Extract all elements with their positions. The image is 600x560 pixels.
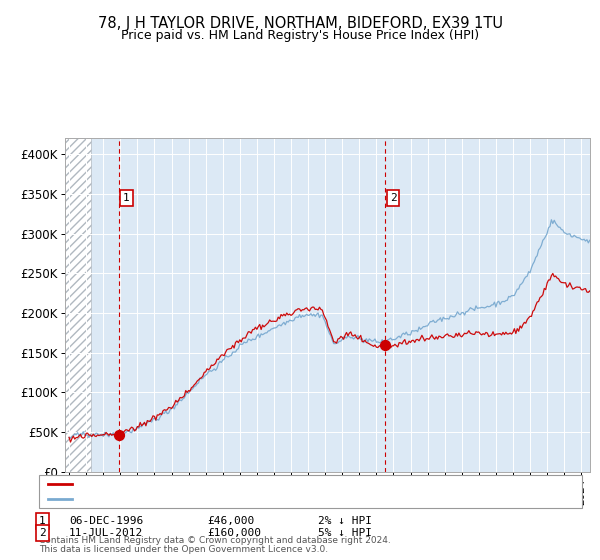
- Text: HPI: Average price, semi-detached house, Torridge: HPI: Average price, semi-detached house,…: [78, 494, 354, 504]
- Text: 2: 2: [39, 528, 46, 538]
- Text: 1: 1: [123, 193, 130, 203]
- Text: 78, J H TAYLOR DRIVE, NORTHAM, BIDEFORD, EX39 1TU (semi-detached house): 78, J H TAYLOR DRIVE, NORTHAM, BIDEFORD,…: [78, 479, 511, 489]
- Point: [114, 431, 124, 440]
- Text: 2% ↓ HPI: 2% ↓ HPI: [318, 516, 372, 526]
- Text: Contains HM Land Registry data © Crown copyright and database right 2024.: Contains HM Land Registry data © Crown c…: [39, 536, 391, 545]
- Text: Price paid vs. HM Land Registry's House Price Index (HPI): Price paid vs. HM Land Registry's House …: [121, 29, 479, 42]
- Text: 06-DEC-1996: 06-DEC-1996: [69, 516, 143, 526]
- Text: £160,000: £160,000: [207, 528, 261, 538]
- Point: [380, 340, 390, 349]
- Text: £46,000: £46,000: [207, 516, 254, 526]
- Bar: [65, 138, 91, 472]
- Text: 1: 1: [39, 516, 46, 526]
- Text: This data is licensed under the Open Government Licence v3.0.: This data is licensed under the Open Gov…: [39, 545, 328, 554]
- Text: 11-JUL-2012: 11-JUL-2012: [69, 528, 143, 538]
- Text: 5% ↓ HPI: 5% ↓ HPI: [318, 528, 372, 538]
- Text: 2: 2: [390, 193, 397, 203]
- Text: 78, J H TAYLOR DRIVE, NORTHAM, BIDEFORD, EX39 1TU: 78, J H TAYLOR DRIVE, NORTHAM, BIDEFORD,…: [97, 16, 503, 31]
